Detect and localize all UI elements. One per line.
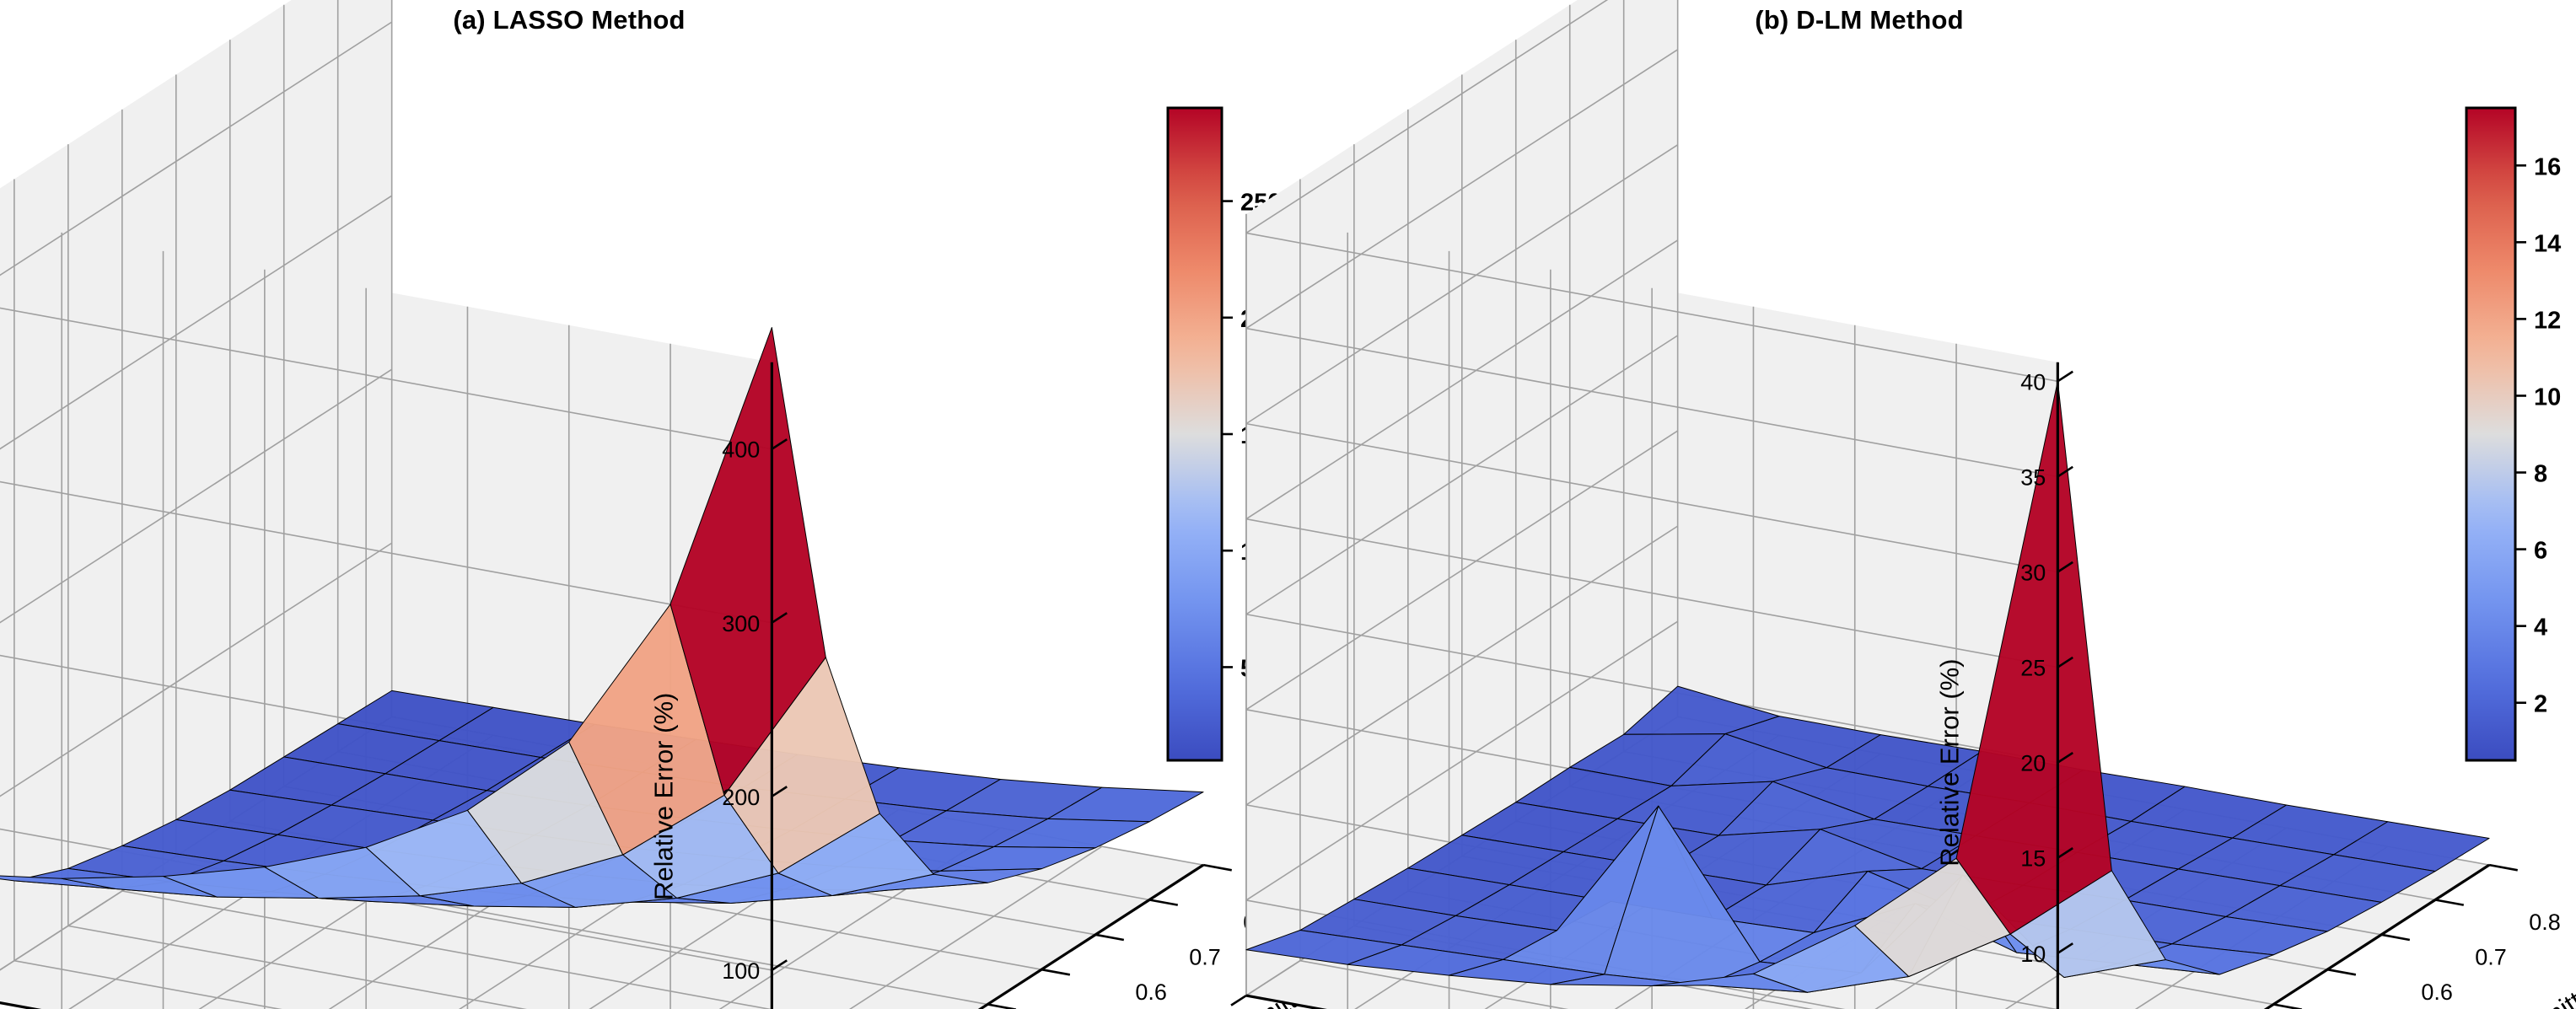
z-tick-label: 100 bbox=[722, 958, 760, 984]
colorbar-tick-label: 4 bbox=[2534, 615, 2547, 641]
x-tick-label: 0.6 bbox=[1135, 979, 1167, 1005]
x-tick-label: 0.7 bbox=[2475, 945, 2507, 970]
panel-dlm: (b) D-LM Method 05101520253035400.10.20.… bbox=[1230, 0, 2576, 1009]
panel-a-title: (a) LASSO Method bbox=[453, 5, 686, 35]
z-tick-label: 200 bbox=[722, 785, 760, 810]
panel-lasso: (a) LASSO Method 01002003004000.10.20.30… bbox=[0, 0, 1372, 1009]
z-tick-label: 300 bbox=[722, 611, 760, 636]
z-tick-label: 40 bbox=[2020, 369, 2046, 394]
colorbar-tick-label: 12 bbox=[2534, 307, 2561, 334]
z-tick-label: 30 bbox=[2020, 560, 2046, 585]
x-tick-label: 0.7 bbox=[1189, 945, 1221, 970]
axis-lines bbox=[0, 362, 1232, 1009]
colorbar-frame bbox=[2465, 106, 2517, 762]
z-tick-label: 10 bbox=[2020, 942, 2046, 967]
z-axis-label: Relative Error (%) bbox=[1934, 658, 1964, 866]
z-tick-label: 15 bbox=[2020, 846, 2046, 872]
z-tick-label: 400 bbox=[722, 437, 760, 463]
surface-mesh bbox=[1245, 380, 2490, 993]
x-tick-label: 0.6 bbox=[2421, 979, 2453, 1005]
x-tick-label: 0.8 bbox=[2529, 910, 2561, 935]
surface-plot-lasso: 01002003004000.10.20.30.40.50.60.70.80.9… bbox=[0, 0, 1372, 1009]
colorbar-gradient bbox=[2466, 108, 2515, 760]
colorbar-tick-label: 16 bbox=[2534, 153, 2561, 180]
panel-b-title: (b) D-LM Method bbox=[1755, 5, 1964, 35]
colorbar: 2 4 6 8 10 12 14 16 bbox=[2465, 106, 2561, 762]
colorbar-tick-label: 10 bbox=[2534, 384, 2561, 411]
colorbar-tick-label: 2 bbox=[2534, 691, 2547, 718]
colorbar-tick-label: 6 bbox=[2534, 538, 2547, 565]
surface-mesh bbox=[0, 327, 1204, 908]
axis-lines bbox=[1230, 362, 2518, 1009]
colorbar-tick-label: 14 bbox=[2534, 230, 2561, 257]
z-tick-label: 20 bbox=[2020, 751, 2046, 776]
colorbar-tick-label: 8 bbox=[2534, 461, 2547, 488]
z-tick-label: 25 bbox=[2020, 656, 2046, 681]
colorbar-gradient bbox=[1168, 108, 1222, 760]
z-axis-label: Relative Error (%) bbox=[648, 693, 678, 900]
surface-plot-dlm: 05101520253035400.10.20.30.40.50.60.70.8… bbox=[1230, 0, 2576, 1009]
z-tick-label: 35 bbox=[2020, 464, 2046, 490]
